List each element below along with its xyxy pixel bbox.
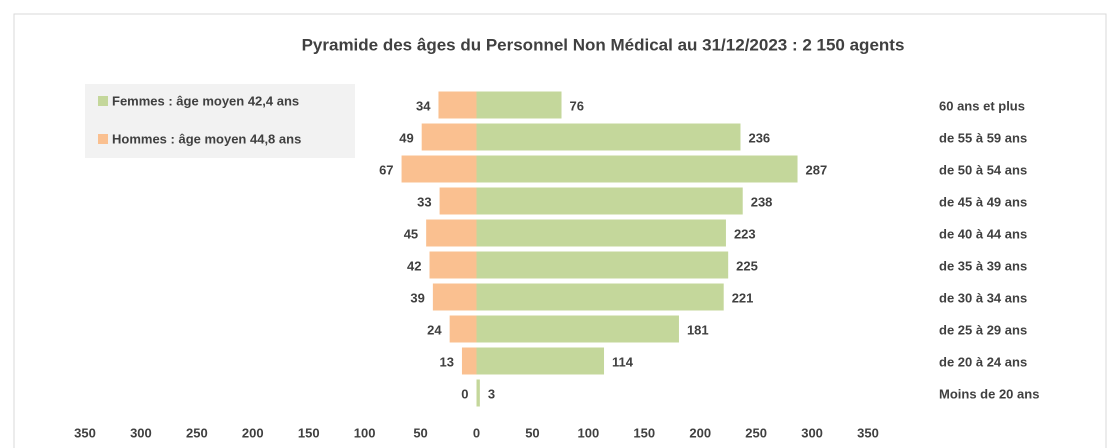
x-tick-label: 50 bbox=[525, 425, 539, 440]
bar bbox=[476, 91, 562, 119]
bar bbox=[401, 155, 477, 183]
category-label: de 40 à 44 ans bbox=[939, 226, 1027, 241]
category-label: de 30 à 34 ans bbox=[939, 290, 1027, 305]
data-label: 13 bbox=[439, 354, 453, 369]
data-label: 225 bbox=[736, 258, 758, 273]
bar bbox=[421, 123, 477, 151]
bar bbox=[439, 187, 477, 215]
bar bbox=[426, 219, 477, 247]
category-label: de 35 à 39 ans bbox=[939, 258, 1027, 273]
data-label: 39 bbox=[410, 290, 424, 305]
category-label: de 55 à 59 ans bbox=[939, 130, 1027, 145]
bar bbox=[476, 251, 729, 279]
data-label: 34 bbox=[416, 98, 431, 113]
data-label: 181 bbox=[687, 322, 709, 337]
data-label: 76 bbox=[570, 98, 584, 113]
bar bbox=[476, 123, 741, 151]
legend-box bbox=[85, 84, 355, 158]
data-label: 45 bbox=[404, 226, 418, 241]
bar bbox=[429, 251, 477, 279]
x-tick-label: 200 bbox=[242, 425, 264, 440]
x-tick-label: 200 bbox=[689, 425, 711, 440]
data-label: 238 bbox=[751, 194, 773, 209]
data-label: 223 bbox=[734, 226, 756, 241]
data-label: 42 bbox=[407, 258, 421, 273]
data-label: 114 bbox=[612, 354, 634, 369]
x-tick-label: 350 bbox=[74, 425, 96, 440]
data-label: 236 bbox=[748, 130, 770, 145]
legend-swatch bbox=[98, 96, 108, 106]
legend-label: Femmes : âge moyen 42,4 ans bbox=[112, 93, 299, 108]
category-label: de 20 à 24 ans bbox=[939, 354, 1027, 369]
x-tick-label: 100 bbox=[578, 425, 600, 440]
category-label: de 50 à 54 ans bbox=[939, 162, 1027, 177]
bar bbox=[476, 283, 724, 311]
data-label: 49 bbox=[399, 130, 413, 145]
x-tick-label: 150 bbox=[633, 425, 655, 440]
x-tick-label: 350 bbox=[857, 425, 879, 440]
data-label: 33 bbox=[417, 194, 431, 209]
bar bbox=[476, 315, 679, 343]
x-tick-label: 50 bbox=[413, 425, 427, 440]
legend-label: Hommes : âge moyen 44,8 ans bbox=[112, 131, 301, 146]
x-tick-label: 250 bbox=[745, 425, 767, 440]
bar bbox=[476, 219, 726, 247]
x-tick-label: 150 bbox=[298, 425, 320, 440]
data-label: 67 bbox=[379, 162, 393, 177]
category-label: de 25 à 29 ans bbox=[939, 322, 1027, 337]
x-tick-label: 0 bbox=[473, 425, 480, 440]
bar bbox=[449, 315, 477, 343]
bar bbox=[461, 347, 477, 375]
x-tick-label: 300 bbox=[130, 425, 152, 440]
bar bbox=[476, 187, 743, 215]
category-label: de 45 à 49 ans bbox=[939, 194, 1027, 209]
data-label: 221 bbox=[732, 290, 754, 305]
bar bbox=[476, 379, 480, 407]
data-label: 24 bbox=[427, 322, 442, 337]
chart-title: Pyramide des âges du Personnel Non Médic… bbox=[302, 35, 905, 54]
bar bbox=[438, 91, 477, 119]
x-tick-label: 250 bbox=[186, 425, 208, 440]
bar bbox=[476, 347, 605, 375]
category-label: Moins de 20 ans bbox=[939, 386, 1039, 401]
x-tick-label: 100 bbox=[354, 425, 376, 440]
bar bbox=[432, 283, 477, 311]
data-label: 287 bbox=[806, 162, 828, 177]
legend-swatch bbox=[98, 134, 108, 144]
bar bbox=[476, 155, 798, 183]
x-tick-label: 300 bbox=[801, 425, 823, 440]
category-label: 60 ans et plus bbox=[939, 98, 1025, 113]
data-label: 0 bbox=[461, 386, 468, 401]
data-label: 3 bbox=[488, 386, 495, 401]
